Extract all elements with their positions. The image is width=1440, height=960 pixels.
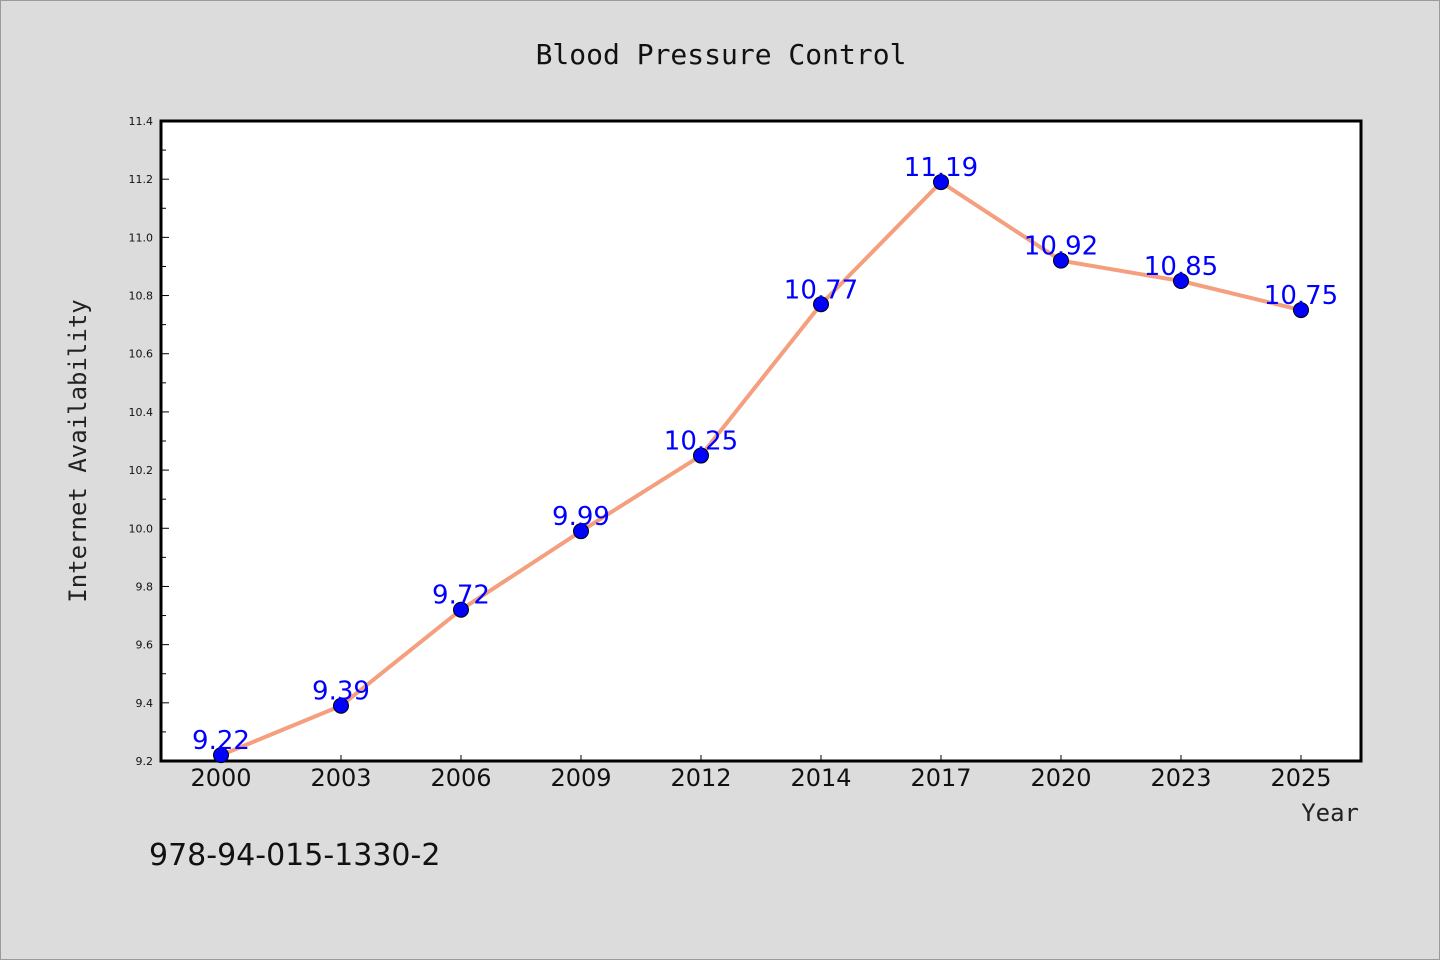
data-point — [933, 174, 949, 191]
x-axis-ticks: 2000 2003 2006 2009 2012 2014 2017 2020 2023 2025 — [190, 755, 1332, 792]
x-tick-label: 2023 — [1150, 764, 1211, 792]
y-tick-label: 9.2 — [136, 755, 154, 768]
x-tick-label: 2003 — [310, 764, 371, 792]
data-label: 10.75 — [1264, 281, 1338, 311]
data-label: 10.85 — [1144, 252, 1218, 282]
data-label: 10.92 — [1024, 232, 1098, 262]
y-tick-label: 9.4 — [136, 697, 154, 710]
data-point — [1053, 252, 1069, 269]
plot-area — [159, 119, 1363, 763]
x-axis-label: Year — [1301, 799, 1359, 827]
data-label: 9.99 — [552, 502, 610, 532]
y-tick-label: 10.0 — [129, 522, 154, 535]
data-label: 11.19 — [904, 153, 978, 183]
data-point — [693, 447, 709, 464]
y-tick-label: 11.0 — [129, 231, 154, 244]
data-point — [333, 697, 349, 714]
data-label: 10.25 — [664, 427, 738, 457]
data-point — [813, 296, 829, 313]
y-tick-label: 9.8 — [136, 580, 154, 593]
series-line — [220, 180, 1302, 758]
y-axis-label: Internet Availability — [64, 299, 92, 602]
series-layer — [213, 174, 1309, 764]
data-point — [1293, 302, 1309, 319]
y-tick-label: 10.8 — [129, 290, 154, 303]
data-label: 9.72 — [432, 581, 490, 611]
data-point — [573, 523, 589, 540]
data-label: 10.77 — [784, 275, 858, 305]
chart-title: Blood Pressure Control — [536, 38, 907, 71]
x-tick-label: 2012 — [670, 764, 731, 792]
x-tick-label: 2006 — [430, 764, 491, 792]
x-tick-label: 2009 — [550, 764, 611, 792]
data-label: 9.22 — [192, 726, 250, 756]
isbn-annotation: 978-94-015-1330-2 — [149, 838, 440, 873]
y-tick-label: 9.6 — [136, 639, 154, 652]
y-tick-label: 10.2 — [129, 464, 154, 477]
y-axis-ticks: 9.2 9.4 9.6 9.8 10.0 10.2 10.4 10.6 10.8 11.0 11.2… — [129, 115, 169, 768]
data-point — [213, 747, 229, 764]
data-point — [453, 601, 469, 618]
y-tick-label: 10.6 — [129, 348, 154, 361]
x-tick-label: 2025 — [1270, 764, 1331, 792]
x-tick-label: 2000 — [190, 764, 251, 792]
data-label: 9.39 — [312, 677, 370, 707]
y-tick-label: 10.4 — [129, 406, 154, 419]
data-point — [1173, 273, 1189, 289]
x-tick-label: 2020 — [1030, 764, 1091, 792]
y-tick-label: 11.4 — [129, 115, 154, 128]
y-tick-label: 11.2 — [129, 173, 154, 186]
data-labels-layer: 9.22 9.39 9.72 9.99 10.25 10.77 11.19 10.92 10.8… — [192, 153, 1338, 756]
x-tick-label: 2014 — [790, 764, 851, 792]
x-tick-label: 2017 — [910, 764, 971, 792]
